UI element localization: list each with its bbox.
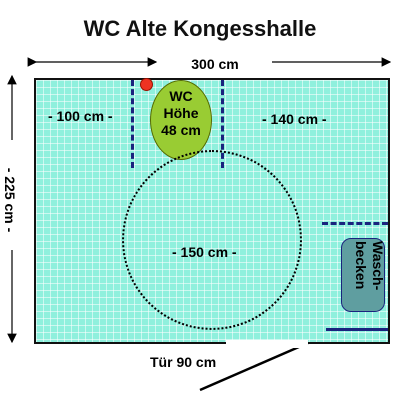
toilet-label-line1: WC	[169, 88, 193, 104]
floor-plan: WC Höhe 48 cm - 100 cm - - 140 cm - - 15…	[34, 78, 390, 344]
sink-label-line1: Wasch-	[370, 241, 386, 291]
sink: Wasch- becken	[341, 238, 386, 312]
left-zone-label: - 100 cm -	[48, 108, 113, 124]
sink-label-line2: becken	[353, 241, 369, 290]
height-label: - 225 cm -	[2, 167, 18, 233]
door-label: Tür 90 cm	[150, 354, 217, 370]
flush-button-marker	[140, 78, 153, 91]
sink-label: Wasch- becken	[346, 241, 386, 311]
turning-circle	[122, 150, 302, 330]
toilet-label-line3: 48 cm	[161, 122, 201, 138]
grab-rail-left	[131, 80, 134, 168]
door-opening	[226, 340, 308, 348]
toilet-label-line2: Höhe	[163, 105, 199, 121]
turning-circle-label: - 150 cm -	[172, 244, 237, 260]
page-title: WC Alte Kongesshalle	[83, 16, 317, 41]
toilet: WC Höhe 48 cm	[150, 80, 212, 160]
grab-rail-sink-bottom	[326, 328, 388, 331]
width-label: 300 cm	[191, 56, 239, 72]
door-swing-line	[199, 341, 309, 392]
grab-rail-right	[221, 80, 224, 168]
right-zone-label: - 140 cm -	[262, 111, 327, 127]
grab-rail-sink-top	[322, 222, 388, 225]
